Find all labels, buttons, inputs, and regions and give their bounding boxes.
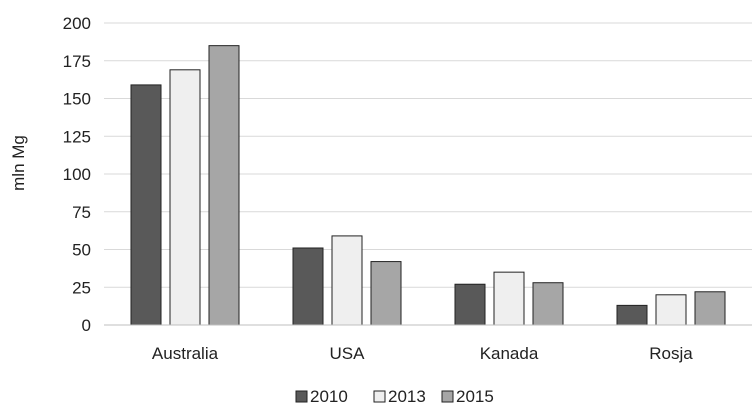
gridlines <box>104 22 752 288</box>
legend-swatch-2010 <box>295 390 308 403</box>
bar-usa-2013 <box>331 235 363 326</box>
legend-label-2010: 2010 <box>310 387 348 406</box>
legend-label-2015: 2015 <box>456 387 494 406</box>
bar-rosja-2010 <box>616 304 648 326</box>
y-axis-label: mln Mg <box>9 135 28 191</box>
x-tick-label: USA <box>330 344 366 363</box>
legend-label-2013: 2013 <box>388 387 426 406</box>
bar-rosja-2015 <box>694 291 726 326</box>
bar-australia-2015 <box>208 45 240 326</box>
bar-kanada-2010 <box>454 283 486 326</box>
bar-australia-2010 <box>130 84 162 326</box>
y-tick-label: 25 <box>72 278 91 297</box>
x-tick-label: Australia <box>152 344 219 363</box>
x-tick-label: Kanada <box>480 344 539 363</box>
y-tick-label: 150 <box>63 90 91 109</box>
y-tick-label: 200 <box>63 14 91 33</box>
x-tick-label: Rosja <box>649 344 693 363</box>
x-axis-ticks: Australia USA Kanada Rosja <box>152 344 693 363</box>
legend-swatch-2015 <box>441 390 454 403</box>
legend-swatch-2013 <box>373 390 386 403</box>
bar-kanada-2013 <box>493 271 525 326</box>
y-tick-label: 50 <box>72 241 91 260</box>
bar-rosja-2013 <box>655 294 687 326</box>
legend: 2010 2013 2015 <box>295 387 494 406</box>
y-axis-ticks: 0 25 50 75 100 125 150 175 200 <box>63 14 91 335</box>
y-tick-label: 100 <box>63 165 91 184</box>
y-tick-label: 0 <box>82 316 91 335</box>
bars <box>130 45 726 326</box>
bar-usa-2015 <box>370 261 402 326</box>
bar-kanada-2015 <box>532 282 564 326</box>
y-tick-label: 125 <box>63 127 91 146</box>
y-tick-label: 75 <box>72 203 91 222</box>
bar-australia-2013 <box>169 69 201 326</box>
y-tick-label: 175 <box>63 52 91 71</box>
bar-usa-2010 <box>292 247 324 326</box>
